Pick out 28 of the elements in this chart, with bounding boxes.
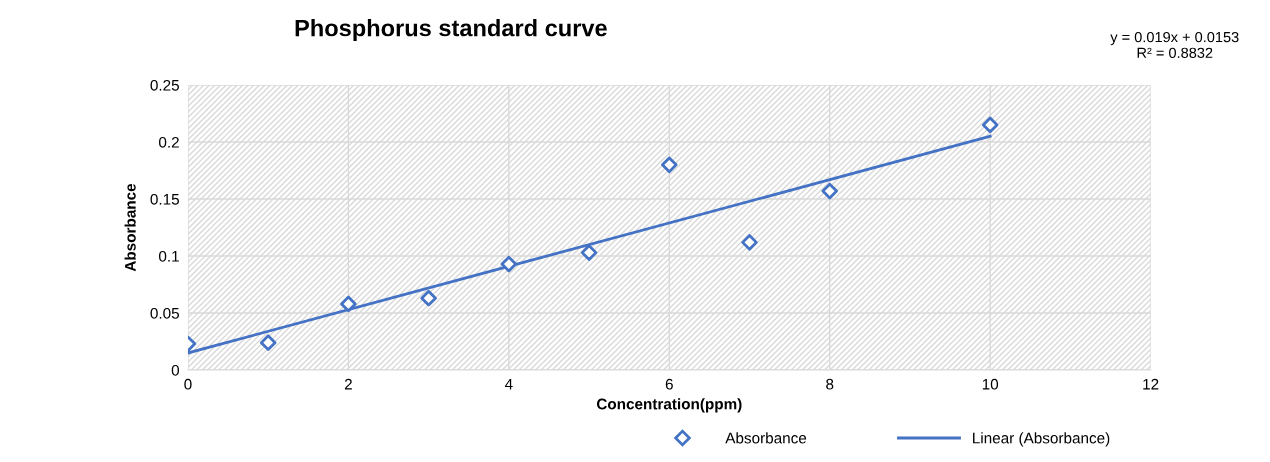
x-tick-label: 8 (826, 378, 834, 390)
y-tick-label: 0 (171, 364, 180, 376)
point (500, 255, 518, 273)
y-axis-title: Absorbance (124, 183, 136, 272)
point (741, 234, 758, 251)
text: y = 0.019x + 0.0153 R² = 0.8832 (1110, 31, 1239, 58)
x-tick-label: 12 (1143, 378, 1159, 390)
x-tick-label: 10 (982, 378, 999, 390)
point (981, 116, 999, 134)
point (259, 334, 277, 351)
y-tick-label: 0.25 (150, 79, 179, 91)
y-tick-label: 0.2 (158, 136, 179, 148)
y-tick-label: 0.05 (150, 307, 179, 319)
x-tick-label: 2 (344, 378, 352, 390)
y-tick-label: 0.15 (150, 193, 179, 205)
x-axis-title: Concentration(ppm) (596, 398, 742, 413)
x-tick-label: 0 (184, 378, 192, 390)
x-tick-label: 4 (504, 378, 513, 390)
point (580, 244, 598, 261)
point (420, 289, 437, 307)
point (821, 182, 838, 200)
chart-title: Phosphorus standard curve (295, 19, 607, 42)
legend-label: Absorbance (725, 432, 807, 444)
y-tick-label: 0.1 (158, 250, 179, 262)
point (661, 156, 678, 174)
x-tick-label: 6 (665, 378, 673, 390)
point (340, 295, 357, 313)
legend-label: Linear (Absorbance) (973, 432, 1110, 447)
